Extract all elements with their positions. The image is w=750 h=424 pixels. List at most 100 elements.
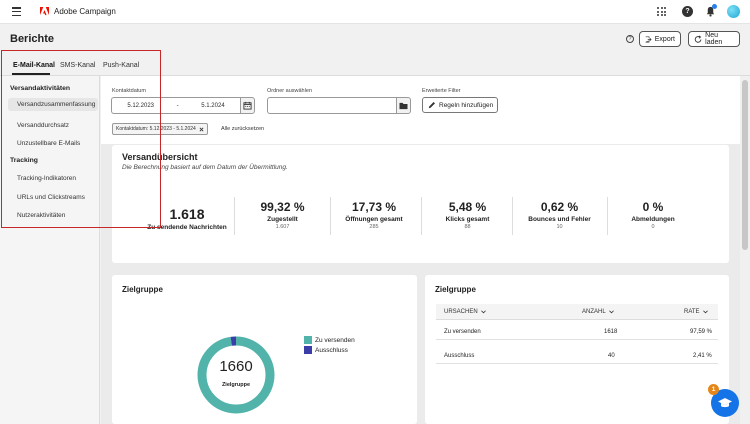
audience-chart-title: Zielgruppe: [122, 285, 163, 294]
export-label: Export: [654, 35, 675, 43]
calendar-button[interactable]: [240, 97, 255, 114]
add-rules-label: Regeln hinzufügen: [439, 101, 494, 109]
tab-email-channel[interactable]: E-Mail-Kanal: [13, 62, 56, 69]
close-icon[interactable]: [199, 127, 204, 132]
kpi-divider: [512, 197, 513, 235]
cell-count: 1618: [604, 329, 618, 335]
date-to-value[interactable]: 5.1.2024: [201, 102, 225, 109]
tab-push-channel[interactable]: Push-Kanal: [103, 62, 140, 69]
add-rules-button[interactable]: Regeln hinzufügen: [422, 97, 498, 113]
folder-select-field[interactable]: [267, 97, 411, 114]
graduation-cap-icon: [718, 398, 732, 408]
top-bar: Adobe Campaign ?: [0, 0, 750, 24]
table-row[interactable]: Ausschluss 40 2,41 %: [436, 347, 718, 364]
chevron-down-icon: [702, 310, 708, 314]
kpi-value: 5,48 %: [448, 200, 487, 214]
scrollbar-track[interactable]: [740, 76, 750, 424]
reset-all-link[interactable]: Alle zurücksetzen: [221, 126, 265, 132]
audience-table-title: Zielgruppe: [435, 285, 476, 294]
app-name: Adobe Campaign: [54, 7, 116, 16]
chevron-down-icon: [480, 310, 486, 314]
help-badge: 1: [708, 384, 719, 395]
kpi-label: Klicks gesamt: [445, 216, 490, 223]
kpi-divider: [421, 197, 422, 235]
folder-input[interactable]: [267, 97, 396, 114]
kpi-count: 0: [651, 224, 655, 230]
folder-browse-button[interactable]: [396, 97, 411, 114]
reload-label: Neu laden: [705, 32, 723, 46]
column-header-label: ANZAHL: [582, 309, 606, 315]
kpi-label: Bounces und Fehler: [528, 216, 591, 223]
kpi-clicks: 5,48 % Klicks gesamt 88: [421, 200, 514, 230]
legend-label: Zu versenden: [315, 336, 355, 344]
help-icon[interactable]: ?: [682, 6, 693, 17]
table-header: URSACHEN ANZAHL RATE: [436, 304, 718, 320]
apps-grid-icon[interactable]: [656, 6, 667, 17]
donut-total-value: 1660: [219, 358, 253, 375]
kpi-unsubscribes: 0 % Abmeldungen 0: [607, 200, 699, 230]
active-filter-chip[interactable]: Kontaktdatum: 5.12.2023 - 5.1.2024: [112, 123, 208, 135]
legend-swatch: [304, 346, 312, 354]
filter-chip-text: Kontaktdatum: 5.12.2023 - 5.1.2024: [116, 126, 196, 132]
reload-button[interactable]: Neu laden: [688, 31, 740, 47]
kpi-label: Öffnungen gesamt: [345, 216, 403, 223]
chevron-down-icon: [608, 310, 614, 314]
column-header-count[interactable]: ANZAHL: [582, 309, 614, 315]
folder-select-label: Ordner auswählen: [267, 88, 312, 94]
kpi-count: 88: [464, 224, 471, 230]
legend-label: Ausschluss: [315, 346, 348, 354]
sidebar-item-urls-clickstreams[interactable]: URLs und Clickstreams: [17, 194, 85, 201]
donut-slice-zu-versenden[interactable]: [197, 336, 275, 414]
cell-rate: 97,59 %: [690, 329, 713, 335]
legend-swatch: [304, 336, 312, 344]
sidebar-item-undeliverable-emails[interactable]: Unzustellbare E-Mails: [17, 140, 81, 147]
sidebar-item-tracking-indicators[interactable]: Tracking-Indikatoren: [17, 175, 77, 182]
notifications-bell-icon[interactable]: [705, 6, 716, 17]
kpi-divider: [330, 197, 331, 235]
contact-date-range-field[interactable]: 5.12.2023 - 5.1.2024: [111, 97, 255, 114]
kpi-divider: [607, 197, 608, 235]
tab-sms-channel[interactable]: SMS-Kanal: [60, 62, 96, 69]
sidebar-item-delivery-summary[interactable]: Versandzusammenfassung: [8, 98, 98, 111]
date-separator: -: [176, 102, 179, 109]
cell-reason: Ausschluss: [444, 353, 475, 359]
column-header-rate[interactable]: RATE: [684, 309, 708, 315]
page-title: Berichte: [10, 33, 55, 45]
kpi-messages-to-send: 1.618 Zu sendende Nachrichten: [132, 206, 242, 231]
kpi-delivered: 99,32 % Zugestellt 1.607: [235, 200, 330, 230]
kpi-count: 1.607: [275, 224, 290, 230]
export-button[interactable]: Export: [639, 31, 681, 47]
active-tab-indicator: [12, 73, 50, 75]
kpi-divider: [234, 197, 235, 235]
overview-subtitle: Die Berechnung basiert auf dem Datum der…: [122, 164, 288, 171]
calendar-icon: [243, 101, 252, 110]
column-header-label: RATE: [684, 309, 700, 315]
scrollbar-thumb[interactable]: [742, 80, 748, 250]
adobe-logo-icon[interactable]: [40, 7, 49, 16]
notification-dot: [712, 4, 717, 9]
contact-date-label: Kontaktdatum: [112, 88, 146, 94]
kpi-value: 0 %: [642, 200, 664, 214]
kpi-value: 1.618: [169, 206, 205, 222]
channel-tabs: E-Mail-Kanal SMS-Kanal Push-Kanal: [0, 56, 750, 75]
delivery-overview-card: [112, 145, 729, 263]
cell-rate: 2,41 %: [693, 353, 712, 359]
kpi-value: 0,62 %: [540, 200, 579, 214]
kpi-count: 285: [369, 224, 379, 230]
kpi-opens: 17,73 % Öffnungen gesamt 285: [330, 200, 418, 230]
page-help-icon[interactable]: ?: [626, 35, 634, 43]
advanced-filters-label: Erweiterte Filter: [422, 88, 461, 94]
kpi-bounces: 0,62 % Bounces und Fehler 10: [512, 200, 607, 230]
sidebar-item-user-activities[interactable]: Nutzeraktivitäten: [17, 212, 66, 219]
overview-title: Versandübersicht: [122, 152, 198, 162]
legend-item-to-send: Zu versenden: [304, 336, 355, 344]
refresh-icon: [694, 34, 702, 43]
date-from-value[interactable]: 5.12.2023: [127, 102, 155, 109]
donut-slice-ausschluss[interactable]: [197, 336, 275, 414]
cell-count: 40: [608, 353, 615, 359]
hamburger-menu-icon[interactable]: [12, 7, 21, 16]
table-row[interactable]: Zu versenden 1618 97,59 %: [436, 323, 718, 340]
sidebar-item-delivery-throughput[interactable]: Versanddurchsatz: [17, 122, 70, 129]
user-avatar[interactable]: [727, 5, 740, 18]
column-header-reasons[interactable]: URSACHEN: [444, 309, 486, 315]
